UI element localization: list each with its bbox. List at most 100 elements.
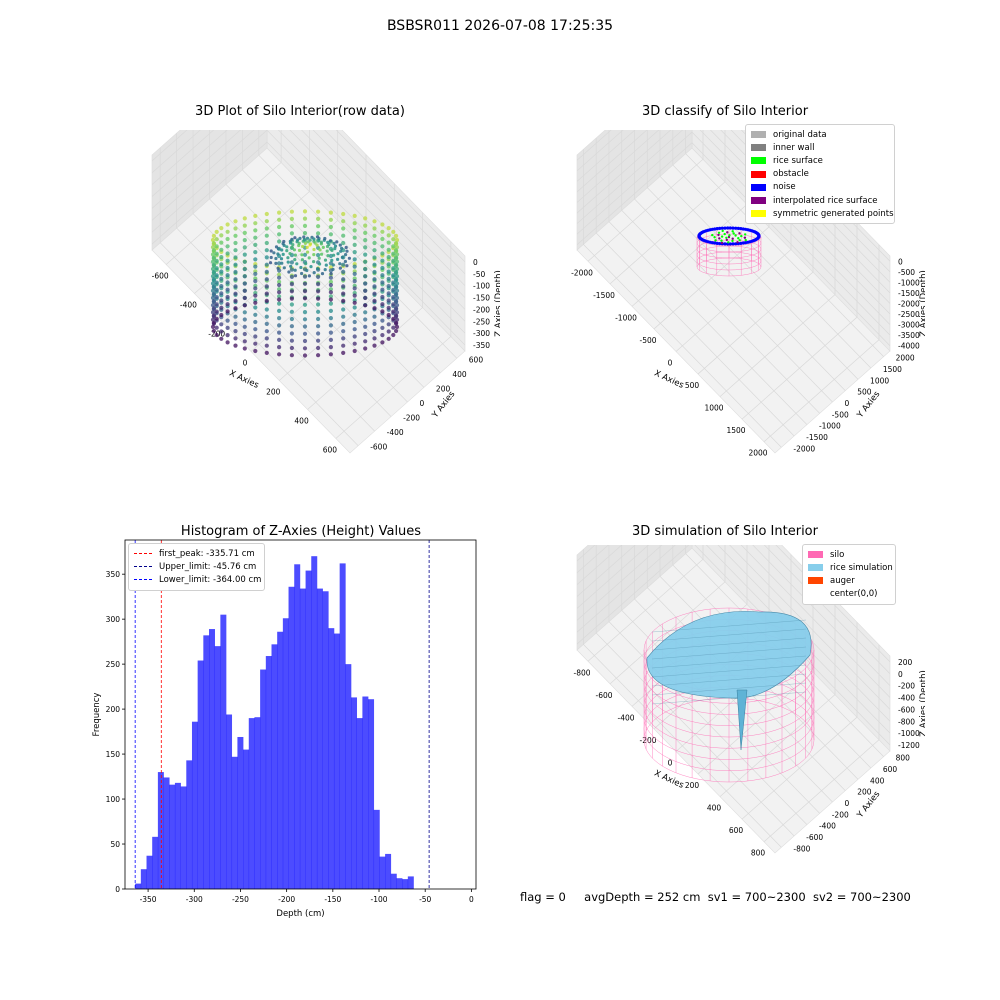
x-tick-label: 1500 (726, 426, 745, 435)
z-gridline (576, 545, 891, 746)
y-gridline (608, 621, 808, 825)
surface-point (302, 235, 306, 239)
wall-point (391, 229, 396, 234)
surface-point (305, 245, 309, 249)
legend-label: silo (830, 549, 845, 560)
histogram-bar (237, 736, 244, 889)
rice-point (734, 234, 737, 237)
wall-point (352, 271, 357, 276)
x-gridline (250, 154, 367, 352)
y-tick-label: 0 (420, 399, 425, 408)
rice-mesh-line (651, 664, 807, 678)
histogram-bar (305, 570, 312, 889)
wall-point (277, 282, 282, 288)
surface-point (315, 235, 320, 239)
surface-point (269, 255, 273, 260)
surface-point (286, 260, 290, 264)
wall-point (302, 289, 308, 294)
wall-point (316, 209, 321, 214)
wall-point (264, 291, 269, 296)
wall-point (253, 221, 258, 226)
wall-point (277, 210, 282, 215)
legend-label: first_peak: -335.71 cm (159, 548, 255, 559)
wall-point (264, 255, 269, 260)
x-tick-label: -2000 (571, 268, 593, 277)
wall-point (211, 241, 216, 246)
wall-point (391, 309, 396, 314)
legend-entry: rice simulation (808, 561, 893, 574)
wall-point (242, 259, 247, 264)
wall-point (380, 229, 385, 234)
histogram-bar (209, 629, 215, 889)
histogram-bar (351, 697, 358, 889)
y-tick-label: 2000 (896, 354, 915, 363)
wall-point (211, 320, 216, 325)
surface-point (323, 236, 327, 241)
wall-point (210, 252, 216, 257)
surface-point (274, 245, 279, 249)
x-tick-label: -500 (639, 336, 656, 345)
histogram-bar (402, 879, 409, 889)
noise-point (728, 242, 732, 246)
wall-point (328, 282, 333, 288)
histogram-bar (316, 588, 323, 889)
y-tick-label: 0 (845, 399, 850, 408)
histogram-bar (174, 782, 181, 889)
wall-point (380, 273, 385, 278)
wall-point (233, 298, 238, 303)
wall-point (316, 345, 321, 351)
wall-point (253, 305, 258, 310)
plot3-title: Histogram of Z-Axies (Height) Values (180, 524, 422, 539)
rice-point (736, 241, 739, 244)
z-gridline (576, 131, 891, 336)
wall-point (289, 274, 294, 279)
wall-point (210, 288, 216, 293)
histogram-bar (203, 635, 210, 889)
wall-point (386, 298, 391, 303)
wall-point (219, 233, 224, 238)
x-axis-label: X Axies (653, 369, 686, 392)
wall-point (341, 233, 346, 238)
plot4-title: 3D simulation of Silo Interior (632, 524, 818, 539)
y-tick-label: -1000 (819, 422, 841, 431)
x-tick-label: -600 (152, 272, 169, 281)
z-tick-label: -200 (898, 682, 915, 691)
wall-point (391, 251, 396, 256)
wall-point (242, 324, 247, 329)
x-tick-label: -250 (232, 895, 249, 904)
wall-point (380, 302, 385, 307)
wall-point (289, 289, 294, 294)
wall-point (363, 252, 368, 257)
x-tick-label: -600 (595, 691, 612, 700)
surface-point (293, 253, 297, 257)
wall-point (264, 298, 269, 303)
wall-point (352, 293, 357, 298)
wall-point (242, 331, 247, 337)
wall-point (372, 255, 377, 260)
noise-point (731, 226, 735, 230)
wall-point (233, 219, 238, 224)
x-gridline (194, 130, 310, 294)
wall-point (386, 233, 391, 238)
wall-point (219, 240, 224, 245)
wall-point (363, 317, 368, 322)
wall-point (233, 248, 238, 253)
legend-swatch (134, 579, 152, 581)
noise-point (718, 242, 722, 246)
wall-point (225, 236, 230, 242)
y-tick-label: -200 (832, 810, 849, 819)
wall-point (363, 303, 368, 308)
wall-point (341, 350, 346, 355)
rice-point (725, 236, 728, 239)
wall-point (372, 306, 377, 311)
wall-point (225, 222, 230, 227)
x-tick-label: 600 (729, 826, 744, 835)
surface-point (326, 254, 330, 258)
wall-point (264, 233, 269, 238)
histogram-bar (254, 717, 261, 889)
wall-point (211, 233, 216, 238)
x-axis-label: X Axies (653, 769, 686, 792)
plot1-3d-scatter: -600-400-2000200400600-600-400-200020040… (151, 130, 500, 455)
wall-point (289, 231, 294, 236)
surface-point (345, 264, 349, 268)
